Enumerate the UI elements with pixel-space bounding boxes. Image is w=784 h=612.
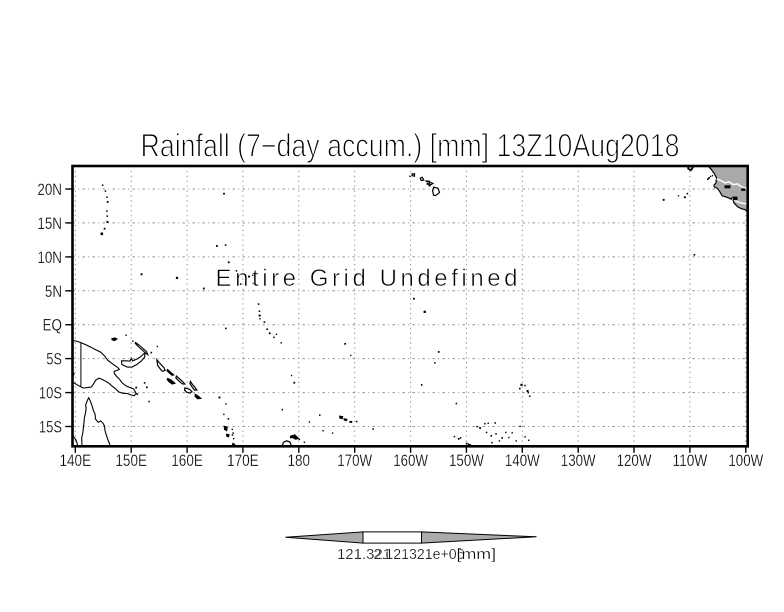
svg-text:EQ: EQ [43,317,63,335]
svg-text:160W: 160W [393,452,428,470]
svg-text:140W: 140W [505,452,540,470]
svg-text:140E: 140E [59,452,91,470]
svg-text:150W: 150W [449,452,484,470]
svg-text:15N: 15N [37,215,62,233]
svg-text:160E: 160E [171,452,203,470]
svg-text:100W: 100W [728,452,763,470]
svg-text:120W: 120W [617,452,652,470]
svg-text:20N: 20N [37,181,62,199]
svg-text:Rainfall (7−day accum.) [mm] 1: Rainfall (7−day accum.) [mm] 13Z10Aug201… [141,127,680,163]
svg-text:2.121321e+06: 2.121321e+06 [374,547,465,563]
svg-text:10S: 10S [39,385,62,403]
svg-text:150E: 150E [115,452,147,470]
svg-text:170E: 170E [227,452,259,470]
svg-text:[mm]: [mm] [457,547,497,563]
svg-text:170W: 170W [337,452,372,470]
svg-text:15S: 15S [39,419,62,437]
svg-text:10N: 10N [37,249,62,267]
svg-text:180: 180 [288,452,311,470]
svg-text:130W: 130W [561,452,596,470]
svg-text:5N: 5N [45,283,62,301]
svg-text:110W: 110W [673,452,708,470]
svg-text:5S: 5S [46,351,62,369]
svg-text:121.321: 121.321 [337,547,391,563]
